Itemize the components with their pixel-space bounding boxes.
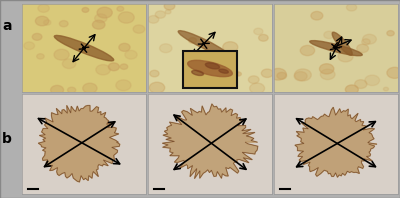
Circle shape <box>133 25 145 33</box>
Ellipse shape <box>205 63 220 69</box>
Circle shape <box>160 44 172 53</box>
Circle shape <box>24 42 34 50</box>
Circle shape <box>254 28 263 35</box>
Circle shape <box>226 65 233 70</box>
Circle shape <box>108 63 119 71</box>
Polygon shape <box>162 104 258 179</box>
Circle shape <box>338 51 353 62</box>
Circle shape <box>346 4 357 11</box>
Circle shape <box>250 83 264 94</box>
Circle shape <box>362 34 376 44</box>
Circle shape <box>184 62 190 66</box>
Circle shape <box>119 43 130 51</box>
Circle shape <box>165 10 171 14</box>
Circle shape <box>320 64 334 74</box>
Circle shape <box>148 16 159 23</box>
Circle shape <box>116 80 131 91</box>
Circle shape <box>59 21 68 27</box>
Ellipse shape <box>188 60 232 77</box>
Circle shape <box>222 68 239 79</box>
Circle shape <box>32 33 42 40</box>
Circle shape <box>97 7 112 18</box>
Circle shape <box>164 2 175 10</box>
Circle shape <box>324 31 334 39</box>
Circle shape <box>51 85 64 95</box>
Circle shape <box>357 44 368 53</box>
Bar <box>183 51 237 88</box>
Circle shape <box>120 64 128 69</box>
Text: b: b <box>2 132 12 146</box>
Circle shape <box>62 59 76 69</box>
Ellipse shape <box>310 41 362 56</box>
Circle shape <box>37 54 44 59</box>
Circle shape <box>82 8 89 12</box>
Circle shape <box>294 69 311 81</box>
Circle shape <box>92 20 105 29</box>
Circle shape <box>277 72 286 79</box>
Circle shape <box>117 6 124 11</box>
Circle shape <box>38 4 49 12</box>
Circle shape <box>223 42 238 52</box>
Circle shape <box>259 34 268 41</box>
Circle shape <box>387 67 400 78</box>
Circle shape <box>345 85 358 94</box>
Circle shape <box>362 39 370 45</box>
Circle shape <box>387 30 394 36</box>
Circle shape <box>236 72 241 76</box>
Circle shape <box>248 76 259 84</box>
Circle shape <box>35 16 49 26</box>
Ellipse shape <box>178 31 229 57</box>
Circle shape <box>68 87 76 93</box>
Polygon shape <box>295 107 377 177</box>
Text: a: a <box>2 19 12 33</box>
Circle shape <box>149 82 165 93</box>
Circle shape <box>155 11 166 18</box>
Circle shape <box>311 11 323 20</box>
Circle shape <box>294 72 307 81</box>
Circle shape <box>150 70 159 77</box>
Circle shape <box>300 45 315 56</box>
Circle shape <box>384 87 388 91</box>
Circle shape <box>118 12 134 23</box>
Circle shape <box>355 80 367 89</box>
Ellipse shape <box>54 35 114 61</box>
Circle shape <box>95 14 107 23</box>
Circle shape <box>44 20 51 25</box>
Circle shape <box>270 69 286 80</box>
Circle shape <box>54 49 69 60</box>
Ellipse shape <box>192 70 204 75</box>
Circle shape <box>125 50 137 59</box>
Circle shape <box>83 83 97 93</box>
Ellipse shape <box>332 32 352 55</box>
Circle shape <box>188 38 196 43</box>
Circle shape <box>96 65 110 75</box>
Circle shape <box>365 75 380 86</box>
Ellipse shape <box>219 69 228 73</box>
Circle shape <box>261 69 273 77</box>
Polygon shape <box>38 105 120 182</box>
Circle shape <box>320 69 335 80</box>
